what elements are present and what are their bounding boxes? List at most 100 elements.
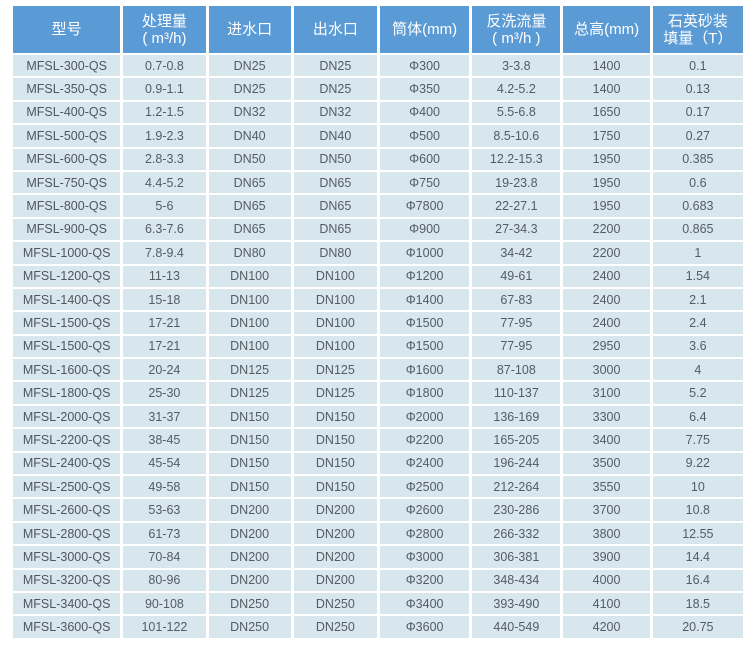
- table-cell: 18.5: [652, 592, 743, 615]
- table-cell: DN40: [293, 125, 377, 147]
- model-cell: MFSL-2200-QS: [13, 429, 121, 451]
- column-header-5: 反洗流量 ( m³/h ): [472, 6, 561, 53]
- table-cell: Φ2000: [379, 405, 470, 428]
- table-cell: Φ1600: [379, 359, 470, 381]
- table-cell: Φ3200: [379, 569, 470, 591]
- table-cell: 7.8-9.4: [123, 242, 206, 264]
- model-cell: MFSL-2400-QS: [13, 452, 121, 475]
- table-cell: Φ600: [379, 148, 470, 170]
- table-cell: 49-61: [472, 265, 561, 287]
- table-row: MFSL-350-QS 0.9-1.1 DN25 DN25 Φ350 4.2-5.2 140…: [13, 78, 743, 100]
- table-cell: 31-37: [123, 405, 206, 428]
- table-cell: DN150: [293, 405, 377, 428]
- table-cell: 1950: [563, 195, 650, 217]
- table-cell: 1950: [563, 171, 650, 194]
- table-cell: DN65: [208, 218, 291, 241]
- table-row: MFSL-1000-QS 7.8-9.4 DN80 DN80 Φ1000 34-42 220…: [13, 242, 743, 264]
- model-cell: MFSL-600-QS: [13, 148, 121, 170]
- model-cell: MFSL-1400-QS: [13, 288, 121, 311]
- table-cell: DN100: [293, 312, 377, 334]
- table-cell: DN100: [293, 335, 377, 358]
- table-cell: 1950: [563, 148, 650, 170]
- table-row: MFSL-3000-QS 70-84 DN200 DN200 Φ3000 306-381 3…: [13, 546, 743, 568]
- table-cell: 1750: [563, 125, 650, 147]
- column-header-1: 处理量 ( m³/h): [123, 6, 206, 53]
- model-cell: MFSL-350-QS: [13, 78, 121, 100]
- table-cell: DN25: [208, 55, 291, 77]
- model-cell: MFSL-3000-QS: [13, 546, 121, 568]
- table-cell: DN65: [293, 195, 377, 217]
- table-cell: 2400: [563, 265, 650, 287]
- table-row: MFSL-3200-QS 80-96 DN200 DN200 Φ3200 348-434 4…: [13, 569, 743, 591]
- table-cell: 2400: [563, 288, 650, 311]
- model-cell: MFSL-750-QS: [13, 171, 121, 194]
- table-cell: Φ1000: [379, 242, 470, 264]
- table-row: MFSL-2600-QS 53-63 DN200 DN200 Φ2600 230-286 3…: [13, 499, 743, 521]
- table-row: MFSL-800-QS 5-6 DN65 DN65 Φ7800 22-27.1 1950 0.…: [13, 195, 743, 217]
- table-cell: DN250: [293, 592, 377, 615]
- table-row: MFSL-2500-QS 49-58 DN150 DN150 Φ2500 212-264 3…: [13, 476, 743, 498]
- model-cell: MFSL-900-QS: [13, 218, 121, 241]
- table-cell: 196-244: [472, 452, 561, 475]
- table-cell: 230-286: [472, 499, 561, 521]
- table-cell: 306-381: [472, 546, 561, 568]
- table-cell: DN65: [208, 171, 291, 194]
- table-cell: 1.2-1.5: [123, 101, 206, 124]
- table-cell: 1400: [563, 78, 650, 100]
- table-cell: 2.8-3.3: [123, 148, 206, 170]
- table-cell: 0.1: [652, 55, 743, 77]
- table-cell: DN150: [293, 429, 377, 451]
- table-cell: Φ300: [379, 55, 470, 77]
- table-row: MFSL-1600-QS 20-24 DN125 DN125 Φ1600 87-108 30…: [13, 359, 743, 381]
- table-cell: DN150: [208, 405, 291, 428]
- table-row: MFSL-3400-QS 90-108 DN250 DN250 Φ3400 393-490…: [13, 592, 743, 615]
- table-cell: Φ750: [379, 171, 470, 194]
- table-cell: 0.6: [652, 171, 743, 194]
- table-cell: 0.385: [652, 148, 743, 170]
- table-cell: DN100: [208, 335, 291, 358]
- table-cell: DN25: [208, 78, 291, 100]
- table-cell: 4.2-5.2: [472, 78, 561, 100]
- table-cell: DN200: [208, 546, 291, 568]
- table-cell: DN65: [208, 195, 291, 217]
- table-cell: 7.75: [652, 429, 743, 451]
- column-header-0: 型号: [13, 6, 121, 53]
- table-cell: 3100: [563, 382, 650, 404]
- table-cell: DN200: [293, 569, 377, 591]
- table-cell: 2.1: [652, 288, 743, 311]
- table-cell: DN200: [208, 569, 291, 591]
- table-cell: 90-108: [123, 592, 206, 615]
- table-cell: 10.8: [652, 499, 743, 521]
- table-cell: 5.5-6.8: [472, 101, 561, 124]
- table-cell: DN200: [293, 522, 377, 545]
- table-cell: 3000: [563, 359, 650, 381]
- column-header-6: 总高(mm): [563, 6, 650, 53]
- table-cell: 1.54: [652, 265, 743, 287]
- table-cell: Φ2800: [379, 522, 470, 545]
- table-cell: 61-73: [123, 522, 206, 545]
- table-cell: 1400: [563, 55, 650, 77]
- model-cell: MFSL-400-QS: [13, 101, 121, 124]
- table-row: MFSL-400-QS 1.2-1.5 DN32 DN32 Φ400 5.5-6.8 165…: [13, 101, 743, 124]
- table-cell: 266-332: [472, 522, 561, 545]
- table-cell: 20.75: [652, 616, 743, 638]
- table-row: MFSL-750-QS 4.4-5.2 DN65 DN65 Φ750 19-23.8 195…: [13, 171, 743, 194]
- table-cell: 9.22: [652, 452, 743, 475]
- table-cell: 17-21: [123, 335, 206, 358]
- table-cell: 101-122: [123, 616, 206, 638]
- model-cell: MFSL-500-QS: [13, 125, 121, 147]
- table-cell: Φ3600: [379, 616, 470, 638]
- table-row: MFSL-2400-QS 45-54 DN150 DN150 Φ2400 196-244 3…: [13, 452, 743, 475]
- table-row: MFSL-1500-QS 17-21 DN100 DN100 Φ1500 77-95 240…: [13, 312, 743, 334]
- table-cell: DN150: [208, 429, 291, 451]
- table-cell: 3900: [563, 546, 650, 568]
- table-row: MFSL-2000-QS 31-37 DN150 DN150 Φ2000 136-169 3…: [13, 405, 743, 428]
- table-cell: DN125: [293, 359, 377, 381]
- table-cell: DN100: [293, 288, 377, 311]
- table-cell: 110-137: [472, 382, 561, 404]
- table-cell: 15-18: [123, 288, 206, 311]
- table-cell: DN100: [293, 265, 377, 287]
- table-cell: 1: [652, 242, 743, 264]
- table-cell: 5-6: [123, 195, 206, 217]
